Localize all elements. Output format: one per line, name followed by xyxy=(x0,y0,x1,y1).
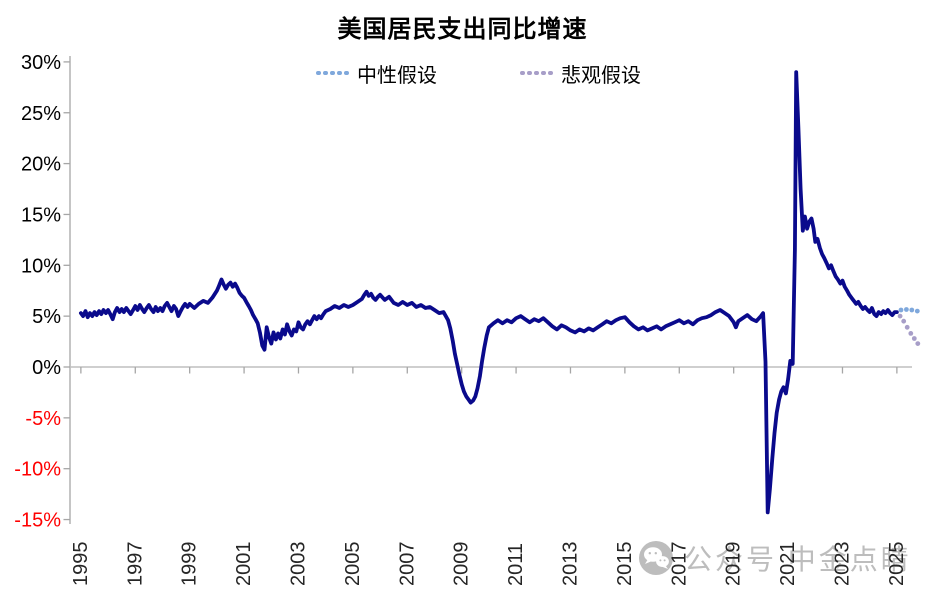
svg-text:1999: 1999 xyxy=(179,542,201,587)
watermark: 公众号 中金点睛 xyxy=(638,538,912,578)
pessimistic-forecast-dots xyxy=(897,313,921,346)
svg-text:20%: 20% xyxy=(21,154,61,176)
svg-text:-15%: -15% xyxy=(14,510,61,532)
svg-text:10%: 10% xyxy=(21,255,61,277)
svg-text:25%: 25% xyxy=(21,103,61,125)
svg-text:2015: 2015 xyxy=(614,542,636,587)
svg-text:2013: 2013 xyxy=(559,542,581,587)
svg-text:2017: 2017 xyxy=(668,542,690,587)
svg-text:-5%: -5% xyxy=(25,408,61,430)
legend-item-pessimistic: 悲观假设 xyxy=(520,61,641,87)
svg-text:2025: 2025 xyxy=(886,542,908,587)
legend-label-pessimistic: 悲观假设 xyxy=(561,64,641,87)
svg-text:2003: 2003 xyxy=(287,542,309,587)
svg-text:2023: 2023 xyxy=(831,542,853,587)
svg-text:5%: 5% xyxy=(32,306,61,328)
svg-text:-10%: -10% xyxy=(14,459,61,481)
svg-text:2005: 2005 xyxy=(342,542,364,587)
svg-text:2011: 2011 xyxy=(505,543,527,586)
svg-text:0%: 0% xyxy=(32,357,61,379)
legend-item-neutral: 中性假设 xyxy=(316,61,437,87)
svg-text:1997: 1997 xyxy=(124,542,146,587)
svg-text:2021: 2021 xyxy=(777,542,799,587)
chart-title: 美国居民支出同比增速 xyxy=(337,16,588,43)
history-line xyxy=(79,70,899,515)
svg-text:1995: 1995 xyxy=(70,542,92,587)
wechat-icon xyxy=(639,541,673,575)
x-axis: 1995 1997 1999 2001 2003 2005 2007 2009 2011 2013… xyxy=(70,366,912,587)
svg-text:2019: 2019 xyxy=(723,542,745,587)
legend-label-neutral: 中性假设 xyxy=(357,64,437,87)
pessimistic-dotted-line-icon xyxy=(520,70,555,76)
svg-text:2001: 2001 xyxy=(233,542,255,587)
neutral-dotted-line-icon xyxy=(316,70,351,76)
neutral-forecast-dots xyxy=(898,307,920,314)
y-axis: 30% 25% 20% 15% 10% 5% 0% -5% -10% -15% xyxy=(14,52,71,532)
svg-text:2007: 2007 xyxy=(396,542,418,587)
watermark-text: 公众号 中金点睛 xyxy=(684,544,912,575)
svg-text:2009: 2009 xyxy=(451,542,473,587)
svg-text:15%: 15% xyxy=(21,204,61,226)
svg-text:30%: 30% xyxy=(21,52,61,74)
